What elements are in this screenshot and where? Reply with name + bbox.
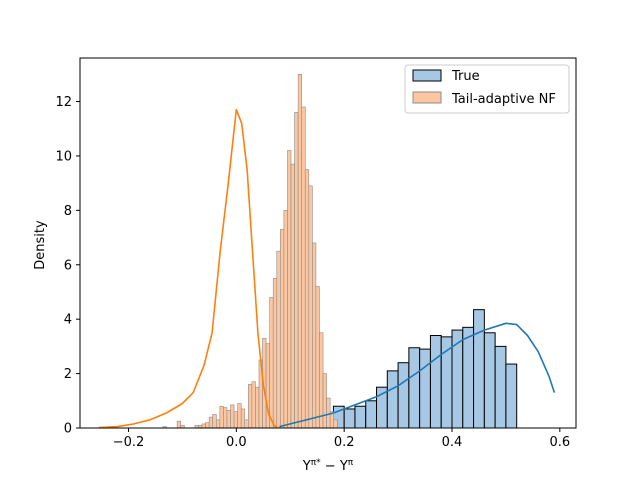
y-axis-label: Density: [33, 220, 48, 270]
y-tick-label: 6: [64, 258, 72, 273]
x-tick-label: 0.4: [442, 435, 463, 450]
x-tick-label: 0.2: [334, 435, 355, 450]
histogram-bar-nf: [240, 408, 246, 429]
y-tick-label: 12: [55, 95, 72, 110]
histogram-bar-nf: [297, 74, 302, 429]
histogram-bar-true: [397, 362, 410, 429]
y-tick-label: 0: [64, 422, 72, 437]
histogram-bar-nf: [283, 210, 288, 429]
histogram-bar-nf: [244, 419, 249, 429]
histogram-bar-nf: [237, 403, 242, 429]
histogram-bar-nf: [301, 106, 306, 429]
histogram-bar-nf: [233, 411, 238, 429]
histogram-bar-nf: [269, 297, 274, 429]
legend-label-true: True: [451, 69, 480, 84]
histogram-bar-nf: [215, 419, 221, 429]
histogram-bar-nf: [272, 278, 278, 429]
histogram-bar-nf: [294, 112, 299, 429]
histogram-bar-nf: [205, 422, 210, 429]
histogram-bar-nf: [287, 150, 292, 429]
kde-line-nf: [98, 108, 278, 429]
x-tick-label: 0.0: [226, 435, 247, 450]
histogram-bar-nf: [208, 416, 214, 429]
histogram-bar-nf: [176, 420, 182, 429]
histogram-bar-nf: [251, 381, 256, 429]
histogram-bar-true: [365, 400, 378, 429]
histogram-bar-true: [505, 363, 518, 429]
histogram-bar-nf: [333, 419, 338, 429]
histogram-bar-nf: [212, 414, 217, 429]
legend: True Tail-adaptive NF: [404, 64, 570, 114]
histogram-bar-true: [408, 347, 421, 429]
kde-line-true: [279, 322, 556, 428]
histogram-bar-nf: [315, 286, 320, 429]
histogram-bar-true: [494, 345, 507, 429]
y-tick-label: 4: [64, 313, 72, 328]
histogram-bar-nf: [312, 242, 317, 429]
x-tick-label: −0.2: [113, 435, 145, 450]
bars-layer: [162, 74, 518, 429]
histogram-bar-true: [354, 405, 367, 429]
histogram-bar-nf: [326, 397, 331, 429]
histogram-bar-nf: [230, 404, 235, 429]
legend-frame: [404, 64, 570, 114]
histogram-bar-nf: [226, 410, 231, 429]
histogram-bar-nf: [290, 163, 295, 429]
histogram-bar-true: [473, 309, 485, 429]
histogram-bar-nf: [280, 229, 285, 429]
histogram-bar-nf: [319, 332, 324, 429]
histogram-bar-nf: [255, 386, 260, 429]
histogram-bar-true: [462, 326, 475, 429]
histogram-bar-nf: [248, 384, 253, 429]
histogram-bar-nf: [304, 169, 310, 429]
histogram-bar-nf: [308, 185, 313, 429]
histogram-bar-true: [429, 335, 442, 429]
histogram-bar-true: [419, 348, 431, 429]
legend-swatch-nf: [412, 91, 442, 104]
histogram-bar-nf: [201, 423, 206, 429]
legend-swatch-true: [412, 69, 442, 82]
x-axis-ticks: −0.2 0.0 0.2 0.4 0.6: [113, 428, 570, 450]
y-axis-ticks: 0 2 4 6 8 10 12: [55, 95, 80, 437]
y-tick-label: 10: [55, 149, 72, 164]
histogram-bar-true: [483, 332, 496, 429]
histogram-bar-nf: [223, 407, 228, 429]
histogram-bar-nf: [276, 250, 281, 429]
plot-frame: [79, 57, 577, 429]
histogram-bar-true: [343, 408, 356, 429]
legend-label-nf: Tail-adaptive NF: [451, 92, 556, 107]
histogram-bar-nf: [219, 405, 224, 429]
x-tick-label: 0.6: [549, 435, 570, 450]
histogram-bar-true: [386, 370, 399, 429]
y-tick-label: 8: [64, 204, 72, 219]
x-axis-label: Yπ* − Yπ: [302, 458, 354, 474]
histogram-bar-true: [451, 329, 464, 429]
kde-layer: [98, 108, 556, 429]
y-tick-label: 2: [64, 367, 72, 382]
histogram-bar-nf: [322, 373, 327, 429]
